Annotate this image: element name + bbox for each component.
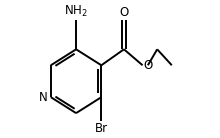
Text: Br: Br bbox=[95, 122, 108, 135]
Text: N: N bbox=[39, 91, 48, 104]
Text: O: O bbox=[119, 6, 128, 19]
Text: NH$_2$: NH$_2$ bbox=[64, 4, 88, 19]
Text: O: O bbox=[143, 59, 152, 72]
